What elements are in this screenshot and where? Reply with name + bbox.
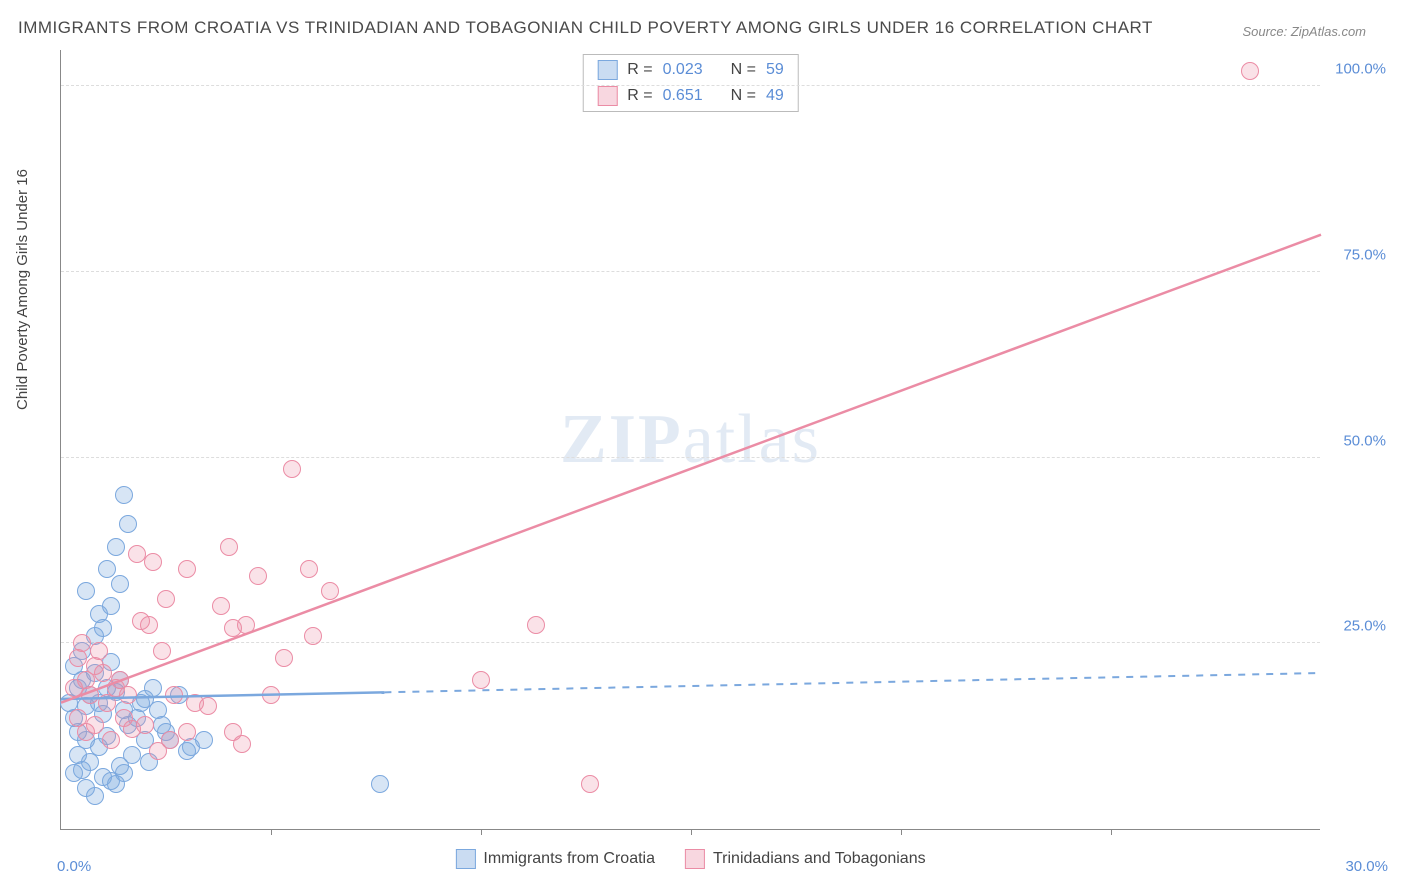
- y-tick-label: 100.0%: [1326, 61, 1386, 78]
- legend-label: Immigrants from Croatia: [483, 850, 655, 868]
- legend-label: Trinidadians and Tobagonians: [713, 850, 926, 868]
- chart-container: IMMIGRANTS FROM CROATIA VS TRINIDADIAN A…: [10, 10, 1396, 882]
- series-legend: Immigrants from Croatia Trinidadians and …: [455, 849, 925, 869]
- legend-swatch: [685, 849, 705, 869]
- plot-area: ZIPatlas R = 0.023N = 59R = 0.651N = 49 …: [60, 50, 1320, 830]
- y-axis-label: Child Poverty Among Girls Under 16: [14, 169, 31, 410]
- trend-lines: [61, 49, 1321, 829]
- x-tick-label: 0.0%: [57, 858, 91, 875]
- legend-swatch: [455, 849, 475, 869]
- x-tick-mark: [481, 829, 482, 835]
- y-tick-label: 75.0%: [1326, 246, 1386, 263]
- chart-title: IMMIGRANTS FROM CROATIA VS TRINIDADIAN A…: [18, 18, 1153, 38]
- legend-item: Trinidadians and Tobagonians: [685, 849, 926, 869]
- legend-item: Immigrants from Croatia: [455, 849, 655, 869]
- x-tick-mark: [901, 829, 902, 835]
- source-label: Source: ZipAtlas.com: [1242, 24, 1366, 39]
- x-tick-mark: [1111, 829, 1112, 835]
- x-tick-mark: [691, 829, 692, 835]
- x-tick-mark: [271, 829, 272, 835]
- y-tick-label: 25.0%: [1326, 618, 1386, 635]
- x-tick-label: 30.0%: [1345, 858, 1388, 875]
- y-tick-label: 50.0%: [1326, 432, 1386, 449]
